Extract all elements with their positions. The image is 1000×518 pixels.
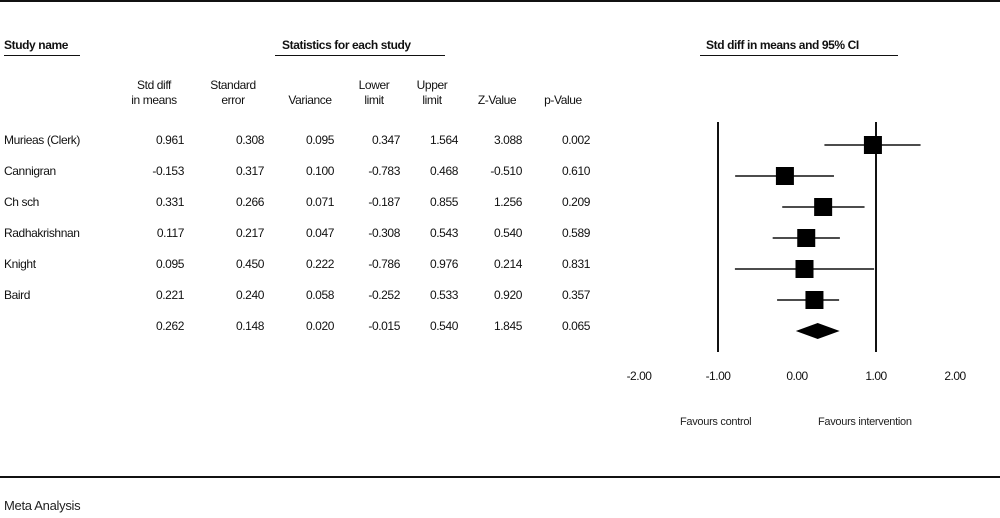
col-std-diff: Std diff in means bbox=[131, 78, 177, 107]
variance-cell: 0.058 bbox=[305, 288, 334, 302]
col-lower-limit: Lower limit bbox=[358, 78, 390, 107]
study-name-cell: Baird bbox=[4, 288, 31, 302]
lower-cell: -0.187 bbox=[368, 195, 400, 209]
plot-header: Std diff in means and 95% CI bbox=[706, 38, 859, 52]
z-cell: 0.214 bbox=[493, 257, 522, 271]
p-cell: 0.589 bbox=[561, 226, 590, 240]
study-name-cell: Murieas (Clerk) bbox=[4, 133, 81, 147]
z-cell: 1.845 bbox=[493, 319, 522, 333]
col-p-value: p-Value bbox=[544, 93, 582, 107]
z-cell: 0.540 bbox=[493, 226, 522, 240]
study-name-cell: Radhakrishnan bbox=[4, 226, 80, 240]
upper-cell: 0.468 bbox=[429, 164, 458, 178]
variance-cell: 0.047 bbox=[305, 226, 334, 240]
variance-cell: 0.071 bbox=[305, 195, 334, 209]
bottom-rule bbox=[0, 476, 1000, 478]
statistics-underline bbox=[275, 55, 445, 56]
std-error-cell: 0.266 bbox=[235, 195, 264, 209]
summary-diamond bbox=[795, 323, 840, 339]
z-cell: 1.256 bbox=[493, 195, 522, 209]
x-tick-label: -2.00 bbox=[627, 369, 653, 383]
z-cell: 3.088 bbox=[493, 133, 522, 147]
std-error-cell: 0.217 bbox=[235, 226, 264, 240]
plot-underline bbox=[700, 55, 898, 56]
study-point-square bbox=[775, 167, 794, 185]
upper-cell: 0.855 bbox=[429, 195, 458, 209]
z-cell: -0.510 bbox=[490, 164, 522, 178]
x-tick-label: 2.00 bbox=[944, 369, 966, 383]
lower-cell: -0.015 bbox=[368, 319, 400, 333]
study-name-cell: Knight bbox=[4, 257, 36, 271]
upper-cell: 0.533 bbox=[429, 288, 458, 302]
statistics-header: Statistics for each study bbox=[282, 38, 411, 52]
col-z-value: Z-Value bbox=[477, 93, 517, 107]
upper-cell: 1.564 bbox=[429, 133, 458, 147]
col-std-error: Standard error bbox=[210, 78, 256, 107]
std-diff-cell: 0.961 bbox=[155, 133, 184, 147]
p-cell: 0.209 bbox=[561, 195, 590, 209]
variance-cell: 0.020 bbox=[305, 319, 334, 333]
study-point-square bbox=[797, 229, 816, 247]
upper-cell: 0.543 bbox=[429, 226, 458, 240]
z-cell: 0.920 bbox=[493, 288, 522, 302]
top-rule bbox=[0, 0, 1000, 2]
x-tick-label: 0.00 bbox=[786, 369, 808, 383]
lower-cell: 0.347 bbox=[371, 133, 400, 147]
std-error-cell: 0.317 bbox=[235, 164, 264, 178]
col-upper-limit: Upper limit bbox=[416, 78, 448, 107]
std-diff-cell: 0.262 bbox=[155, 319, 184, 333]
std-diff-cell: 0.221 bbox=[155, 288, 184, 302]
study-name-underline bbox=[4, 55, 80, 56]
study-name-cell: Cannigran bbox=[4, 164, 56, 178]
study-point-square bbox=[863, 136, 882, 154]
variance-cell: 0.222 bbox=[305, 257, 334, 271]
lower-cell: -0.783 bbox=[368, 164, 400, 178]
study-name-header: Study name bbox=[4, 38, 69, 52]
col-variance: Variance bbox=[288, 93, 332, 107]
footer-title: Meta Analysis bbox=[4, 498, 81, 513]
variance-cell: 0.095 bbox=[305, 133, 334, 147]
variance-cell: 0.100 bbox=[305, 164, 334, 178]
std-error-cell: 0.240 bbox=[235, 288, 264, 302]
p-cell: 0.831 bbox=[561, 257, 590, 271]
p-cell: 0.065 bbox=[561, 319, 590, 333]
std-diff-cell: 0.117 bbox=[156, 226, 185, 240]
p-cell: 0.610 bbox=[561, 164, 590, 178]
std-diff-cell: 0.095 bbox=[155, 257, 184, 271]
x-tick-label: -1.00 bbox=[706, 369, 732, 383]
std-diff-cell: 0.331 bbox=[155, 195, 184, 209]
p-cell: 0.002 bbox=[561, 133, 590, 147]
study-point-square bbox=[795, 260, 814, 278]
std-diff-cell: -0.153 bbox=[152, 164, 184, 178]
p-cell: 0.357 bbox=[561, 288, 590, 302]
study-point-square bbox=[814, 198, 833, 216]
lower-cell: -0.308 bbox=[368, 226, 400, 240]
upper-cell: 0.976 bbox=[429, 257, 458, 271]
favours-right-label: Favours intervention bbox=[818, 416, 912, 428]
favours-left-label: Favours control bbox=[680, 416, 752, 428]
x-tick-label: 1.00 bbox=[865, 369, 887, 383]
lower-cell: -0.786 bbox=[368, 257, 400, 271]
lower-cell: -0.252 bbox=[368, 288, 400, 302]
forest-plot: -2.00 -1.00 0.00 1.00 2.00 bbox=[627, 122, 967, 383]
study-point-square bbox=[805, 291, 824, 309]
std-error-cell: 0.450 bbox=[235, 257, 264, 271]
upper-cell: 0.540 bbox=[429, 319, 458, 333]
study-name-cell: Ch sch bbox=[4, 195, 39, 209]
std-error-cell: 0.308 bbox=[235, 133, 264, 147]
std-error-cell: 0.148 bbox=[235, 319, 264, 333]
